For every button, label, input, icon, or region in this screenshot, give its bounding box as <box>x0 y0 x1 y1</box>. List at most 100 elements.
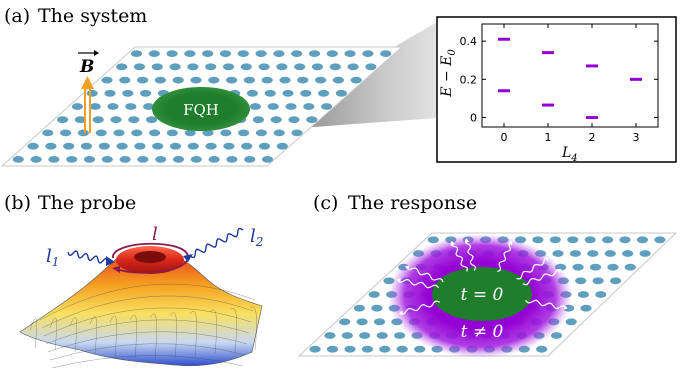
l1-label: l1 <box>46 246 59 269</box>
inset-ylabel: E − E0 <box>439 49 458 98</box>
lattice-dot <box>169 63 181 71</box>
ray-arrowhead-icon <box>399 310 404 315</box>
lattice-dot <box>63 142 75 150</box>
lattice-dot <box>536 345 548 353</box>
lattice-dot <box>30 156 42 163</box>
y-tick-label: 0.2 <box>460 73 478 86</box>
lattice-dot <box>101 156 113 163</box>
panel-a: (a) The system B FQH <box>0 5 437 167</box>
mesh-line <box>49 343 246 361</box>
t-nonzero-label: t ≠ 0 <box>461 322 504 342</box>
field-label: B <box>79 57 94 77</box>
lattice-dot <box>125 103 137 110</box>
lattice-dot <box>258 142 271 150</box>
lattice-dot <box>74 116 86 124</box>
lattice-dot <box>285 103 297 110</box>
lattice-dot <box>27 142 39 150</box>
lattice-dot <box>288 116 300 124</box>
emission-ray <box>464 238 477 271</box>
lattice-dot <box>306 116 318 124</box>
emission-ray <box>450 241 468 272</box>
lattice-dot <box>60 129 72 137</box>
emission-ray <box>399 300 440 315</box>
y-tick-label: 0 <box>470 111 477 124</box>
lattice-dot <box>549 236 561 244</box>
lattice-dot <box>95 129 107 137</box>
mesh-line <box>47 331 248 353</box>
lattice-dot <box>365 63 377 71</box>
lattice-dot <box>255 50 267 57</box>
lattice-dot <box>344 50 356 57</box>
lattice-dot <box>98 142 110 150</box>
lattice-dot <box>187 142 199 150</box>
lattice-dot <box>575 277 587 285</box>
lattice-dot <box>237 50 249 57</box>
lattice-dot <box>122 89 134 97</box>
lattice-dot <box>308 50 321 57</box>
torus-hole <box>134 251 166 263</box>
lattice-dot <box>580 304 592 312</box>
t-zero-label: t = 0 <box>461 285 504 305</box>
lattice-dot <box>246 89 258 97</box>
panel-b-label: (b) <box>4 192 31 214</box>
lattice-dot <box>219 50 232 57</box>
lattice-dot <box>353 304 365 312</box>
lattice-dot <box>243 76 255 84</box>
emission-ray <box>497 240 513 273</box>
ray-arrowhead-icon <box>508 241 513 246</box>
lattice-dot <box>57 116 69 124</box>
fqh-label: FQH <box>183 101 219 119</box>
lattice-dot <box>155 156 167 163</box>
lattice-dot <box>101 76 113 84</box>
lattice-dot <box>45 142 57 150</box>
lattice-dot <box>300 89 312 97</box>
l1-main: l <box>46 246 52 267</box>
lattice-dot <box>143 103 155 110</box>
lattice-dot <box>595 291 607 298</box>
lattice-dot <box>326 50 338 57</box>
inset-xlabel: L4 <box>561 145 578 164</box>
lattice-dot <box>607 263 619 271</box>
lattice-dot <box>318 89 330 97</box>
emission-ray <box>522 269 562 286</box>
lattice-dot <box>66 156 78 163</box>
lattice-dot <box>92 116 104 124</box>
lattice-dot <box>610 277 622 285</box>
lattice-dot <box>276 142 288 150</box>
lattice-dot <box>362 50 374 57</box>
lattice-dot <box>341 332 353 339</box>
probe-l-label: l <box>152 224 158 245</box>
inset-data-marks <box>498 37 642 119</box>
panel-c: (c) The response t = 0 t ≠ 0 <box>297 192 678 358</box>
lattice-dot <box>222 63 235 71</box>
inset-axes <box>481 23 659 128</box>
l2-label: l2 <box>250 226 263 249</box>
lattice-dot <box>294 63 306 71</box>
lattice-dot <box>356 318 368 326</box>
lattice-dot <box>71 103 83 110</box>
lattice-dot <box>636 236 649 244</box>
lattice-dot <box>258 63 270 71</box>
lattice-dot <box>137 76 149 84</box>
lattice-dot <box>154 76 166 84</box>
lattice-dot <box>113 129 125 137</box>
lattice-dot <box>116 142 128 150</box>
lattice-dot <box>309 345 321 353</box>
mesh-line <box>189 311 197 357</box>
lattice-dot <box>226 156 238 163</box>
mesh-line <box>169 312 177 359</box>
lattice-dot <box>326 345 339 353</box>
lattice-dot <box>130 50 143 57</box>
lattice-dot <box>184 50 196 57</box>
lattice-dot <box>255 129 267 137</box>
probe-wave-out <box>189 227 244 259</box>
lattice-dot <box>116 63 128 71</box>
lattice-dot <box>639 250 651 257</box>
lattice-dot <box>110 116 122 124</box>
lattice-dot <box>396 345 408 353</box>
lattice-dot <box>347 63 359 71</box>
lattice-dot <box>137 156 149 163</box>
lattice-dot <box>42 129 54 137</box>
lattice-dot <box>569 250 582 257</box>
ray-arrowhead-icon <box>557 269 562 274</box>
